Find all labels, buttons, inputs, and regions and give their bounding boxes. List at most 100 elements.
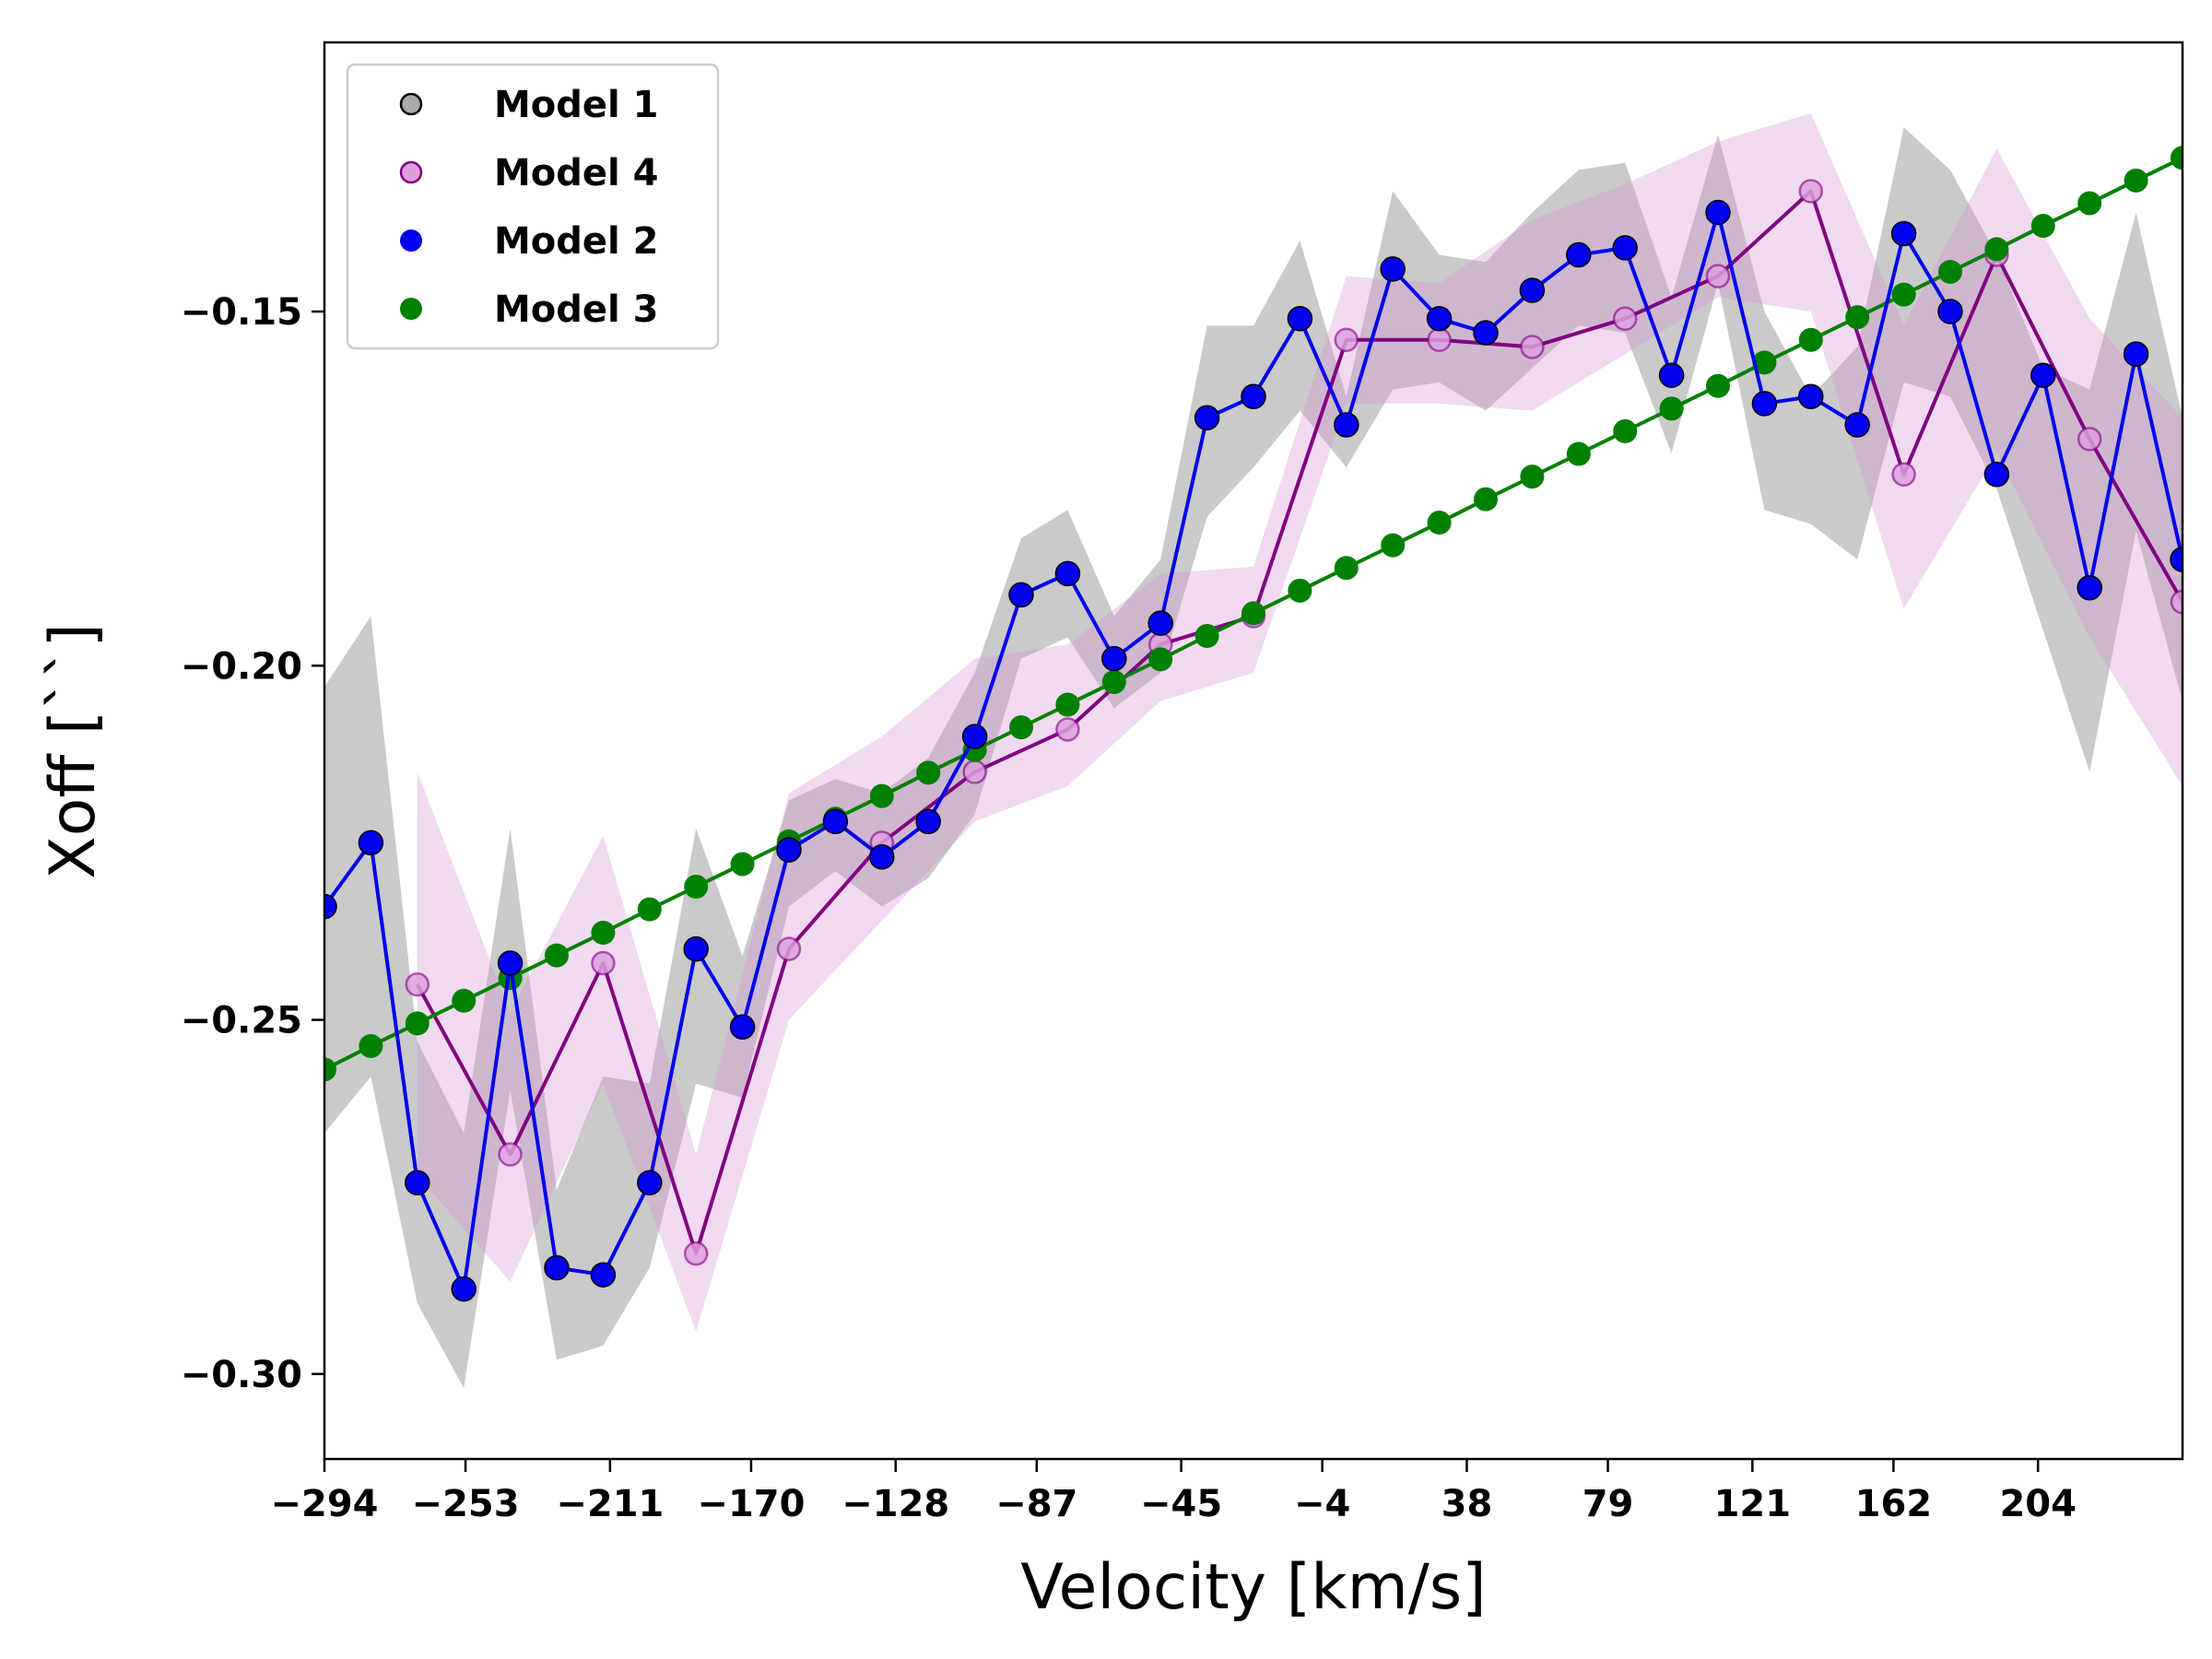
- point-model-3: [730, 852, 755, 877]
- point-model-2: [1287, 305, 1313, 332]
- legend-marker-model-3: [400, 298, 422, 320]
- point-model-4: [498, 1142, 523, 1167]
- point-model-3: [2077, 191, 2102, 216]
- point-model-3: [916, 760, 941, 785]
- point-model-3: [1194, 624, 1219, 649]
- point-model-3: [1241, 601, 1265, 626]
- y-tick-label: −0.30: [181, 1354, 302, 1396]
- point-model-3: [1566, 441, 1591, 466]
- point-model-4: [2170, 589, 2183, 615]
- legend-label-model-4: Model 4: [494, 152, 659, 194]
- point-model-3: [324, 1057, 336, 1082]
- plot-area: [324, 112, 2183, 1389]
- point-model-3: [869, 783, 894, 808]
- point-model-3: [545, 943, 569, 968]
- point-model-3: [2124, 168, 2148, 193]
- x-tick-label: −45: [1140, 1483, 1222, 1525]
- point-model-3: [1938, 259, 1962, 284]
- point-model-2: [1658, 362, 1685, 388]
- point-model-2: [822, 808, 849, 835]
- x-tick-label: 121: [1714, 1483, 1792, 1525]
- point-model-2: [1194, 405, 1220, 431]
- point-model-3: [1520, 465, 1545, 489]
- x-axis-ticks: −294 −253 −211 −170 −128 −87 −45 −4 38 79 121 162 20…: [270, 1459, 2077, 1525]
- point-model-3: [1055, 692, 1080, 717]
- point-model-2: [869, 844, 895, 870]
- legend-label-model-1: Model 1: [494, 84, 659, 126]
- point-model-4: [591, 950, 616, 976]
- point-model-2: [1241, 383, 1266, 409]
- x-tick-label: 162: [1855, 1483, 1933, 1525]
- point-model-2: [324, 893, 337, 920]
- x-tick-label: −253: [412, 1483, 520, 1525]
- x-tick-label: −170: [697, 1483, 805, 1525]
- point-model-2: [1334, 412, 1359, 438]
- x-tick-label: 204: [1999, 1483, 2077, 1525]
- point-model-4: [1891, 462, 1916, 488]
- x-tick-label: 79: [1583, 1483, 1634, 1525]
- point-model-2: [2077, 574, 2102, 601]
- point-model-2: [683, 935, 709, 962]
- point-model-2: [1751, 391, 1778, 417]
- x-tick-label: −128: [841, 1483, 949, 1525]
- legend: Model 1 Model 4 Model 2 Model 3: [346, 63, 720, 350]
- x-tick-label: −4: [1294, 1483, 1350, 1525]
- line-model-4: [416, 189, 2183, 1256]
- point-model-2: [451, 1276, 477, 1302]
- y-axis-ticks: −0.15 −0.20 −0.25 −0.30: [181, 291, 324, 1396]
- point-model-3: [591, 921, 616, 946]
- point-model-2: [729, 1014, 756, 1040]
- point-model-3: [1148, 647, 1173, 672]
- y-tick-label: −0.20: [181, 645, 302, 688]
- band-model-4: [417, 112, 2183, 1332]
- point-model-2: [1008, 582, 1034, 608]
- point-model-3: [1474, 487, 1498, 512]
- point-model-2: [915, 808, 941, 835]
- point-model-3: [452, 988, 477, 1013]
- point-model-2: [497, 950, 524, 976]
- point-model-2: [961, 724, 988, 749]
- point-model-3: [1009, 715, 1033, 740]
- point-model-4: [2077, 427, 2102, 452]
- point-model-3: [1334, 556, 1359, 581]
- legend-marker-model-1: [399, 92, 423, 116]
- legend-marker-model-4: [399, 160, 423, 184]
- legend-label-model-2: Model 2: [494, 220, 659, 263]
- point-model-3: [1659, 396, 1684, 421]
- point-model-3: [1891, 282, 1916, 307]
- point-model-2: [2030, 362, 2056, 388]
- x-tick-label: 38: [1441, 1483, 1493, 1525]
- x-tick-label: −211: [556, 1483, 664, 1525]
- point-model-2: [358, 830, 384, 856]
- point-model-4: [1612, 306, 1638, 331]
- point-model-4: [683, 1241, 709, 1266]
- point-model-3: [1984, 237, 2009, 262]
- point-model-2: [1705, 199, 1731, 226]
- point-model-3: [684, 875, 709, 900]
- point-model-3: [1381, 533, 1406, 558]
- legend-box: [346, 63, 720, 350]
- point-model-2: [1426, 305, 1453, 332]
- point-model-4: [776, 936, 802, 961]
- y-tick-label: −0.15: [181, 291, 302, 334]
- point-model-3: [1288, 578, 1312, 603]
- point-model-4: [1055, 717, 1080, 742]
- point-model-2: [1147, 610, 1173, 636]
- point-model-4: [1520, 335, 1545, 359]
- point-model-3: [2171, 146, 2183, 171]
- point-model-2: [1937, 299, 1963, 324]
- point-model-2: [1380, 256, 1406, 282]
- point-model-2: [1844, 412, 1870, 438]
- band-model-1: [324, 127, 2183, 1389]
- point-model-3: [1101, 669, 1126, 694]
- point-model-2: [1473, 320, 1499, 346]
- point-model-2: [2170, 547, 2183, 572]
- point-model-3: [2030, 214, 2055, 239]
- point-model-3: [1427, 511, 1452, 535]
- point-model-2: [2123, 341, 2149, 367]
- point-model-4: [962, 759, 987, 784]
- point-model-4: [1334, 327, 1359, 353]
- point-model-4: [1798, 179, 1824, 204]
- point-model-2: [1983, 462, 2010, 488]
